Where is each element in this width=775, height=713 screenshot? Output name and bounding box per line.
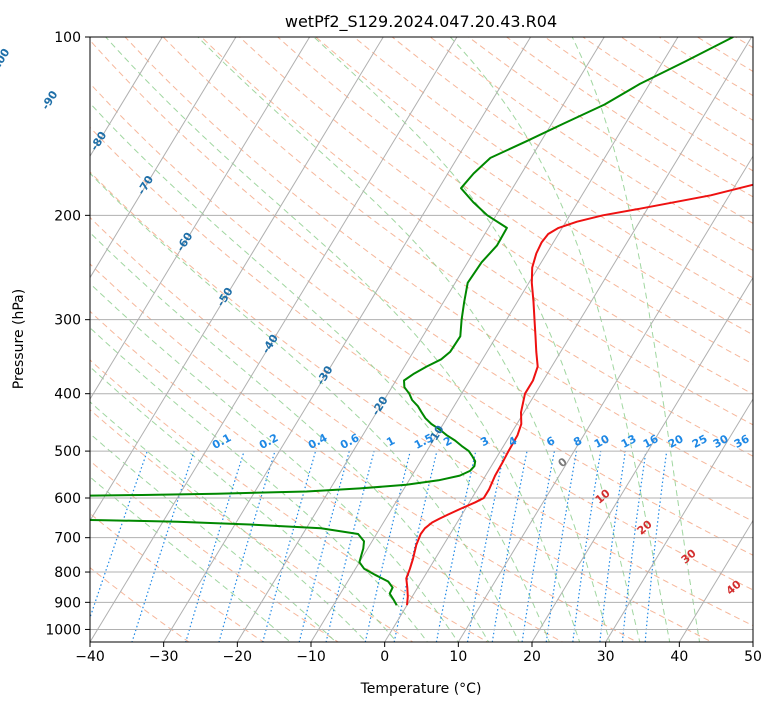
y-axis-label: Pressure (hPa) bbox=[11, 289, 27, 389]
y-tick-label: 500 bbox=[54, 444, 81, 460]
y-tick-label: 1000 bbox=[45, 622, 81, 638]
x-tick-label: −30 bbox=[149, 649, 179, 665]
y-tick-label: 300 bbox=[54, 313, 81, 329]
x-axis-label: Temperature (°C) bbox=[360, 681, 482, 697]
x-tick-label: 30 bbox=[597, 649, 615, 665]
x-tick-label: 10 bbox=[449, 649, 467, 665]
x-tick-label: 20 bbox=[523, 649, 541, 665]
x-tick-label: −20 bbox=[223, 649, 253, 665]
chart-title: wetPf2_S129.2024.047.20.43.R04 bbox=[285, 12, 557, 32]
x-tick-label: −40 bbox=[75, 649, 105, 665]
y-tick-label: 900 bbox=[54, 595, 81, 611]
x-tick-label: 0 bbox=[380, 649, 389, 665]
y-tick-label: 200 bbox=[54, 208, 81, 224]
y-tick-label: 100 bbox=[54, 30, 81, 46]
x-tick-label: −10 bbox=[296, 649, 326, 665]
y-tick-label: 600 bbox=[54, 491, 81, 507]
y-tick-label: 400 bbox=[54, 387, 81, 403]
x-tick-label: 50 bbox=[744, 649, 762, 665]
x-tick-label: 40 bbox=[670, 649, 688, 665]
y-tick-label: 700 bbox=[54, 531, 81, 547]
y-tick-label: 800 bbox=[54, 565, 81, 581]
